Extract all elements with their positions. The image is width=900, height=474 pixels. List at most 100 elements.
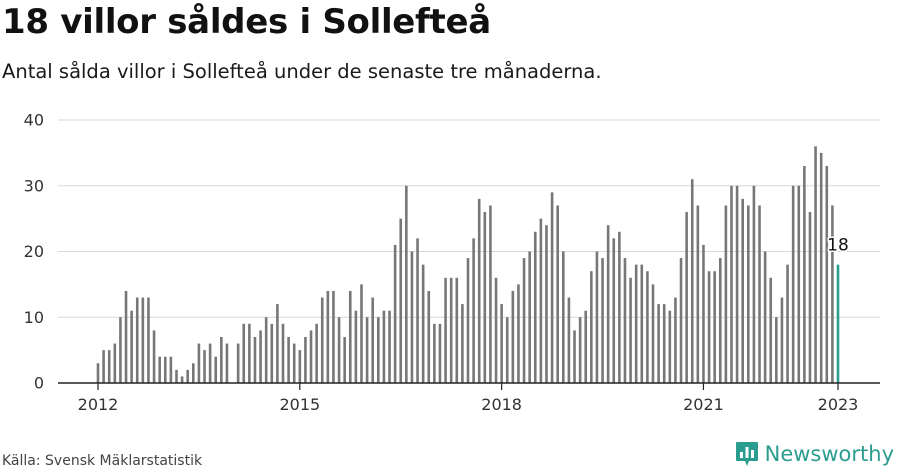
bar <box>298 350 302 383</box>
bar <box>348 290 352 383</box>
bar <box>489 205 492 383</box>
bar <box>819 152 823 383</box>
bar <box>248 323 251 383</box>
bar <box>601 258 604 383</box>
bar <box>281 323 285 383</box>
bar <box>752 185 756 383</box>
bar <box>640 264 644 383</box>
bar <box>332 290 335 383</box>
bar <box>707 271 711 383</box>
bar <box>360 284 363 383</box>
bar <box>713 271 716 383</box>
bar <box>152 330 156 383</box>
bar <box>354 310 358 383</box>
bar <box>685 212 688 383</box>
bar <box>107 350 111 383</box>
bar-chart-badge-icon <box>735 442 758 466</box>
bar <box>735 185 739 383</box>
bar <box>326 290 330 383</box>
bar <box>573 330 576 383</box>
bar <box>634 264 638 383</box>
bar <box>690 179 694 383</box>
bar <box>119 317 122 383</box>
highlight-bar <box>836 264 840 383</box>
bar <box>315 323 318 383</box>
bar <box>405 185 408 383</box>
bar <box>371 297 374 383</box>
y-tick-label: 40 <box>24 111 44 130</box>
bar <box>556 205 559 383</box>
bar <box>225 343 229 383</box>
bar <box>483 212 487 383</box>
bar <box>808 212 812 383</box>
bar <box>657 304 660 383</box>
bar <box>814 146 817 383</box>
bar <box>433 323 436 383</box>
bar <box>124 290 128 383</box>
bar <box>803 166 806 383</box>
bar <box>494 277 498 383</box>
bar <box>287 336 290 383</box>
brand-logo[interactable]: Newsworthy <box>735 441 894 467</box>
bar <box>747 205 750 383</box>
bar <box>679 258 683 383</box>
bar <box>623 258 627 383</box>
bar <box>477 198 481 383</box>
bar <box>192 363 195 383</box>
bar <box>388 310 391 383</box>
x-tick-label: 2023 <box>818 395 859 414</box>
bar <box>595 251 599 383</box>
bar <box>393 244 397 383</box>
bar <box>382 310 386 383</box>
source-note: Källa: Svensk Mäklarstatistik <box>2 453 203 469</box>
bar <box>343 336 346 383</box>
y-tick-label: 30 <box>24 176 44 195</box>
bar <box>135 297 139 383</box>
bar <box>292 343 296 383</box>
highlight-value-label: 18 <box>827 236 849 256</box>
bar <box>562 251 565 383</box>
bar <box>791 185 795 383</box>
bar <box>472 238 475 383</box>
bar <box>309 330 313 383</box>
bar <box>646 271 649 383</box>
bar <box>668 310 672 383</box>
bar <box>567 297 571 383</box>
bar <box>365 317 369 383</box>
x-axis-ticks: 2012 2015 2018 2021 2023 <box>78 383 859 414</box>
bar <box>337 317 341 383</box>
brand-name: Newsworthy <box>764 442 894 466</box>
bar <box>399 218 403 383</box>
bar <box>533 231 537 383</box>
bar <box>461 304 464 383</box>
bar <box>304 336 307 383</box>
bar <box>775 317 778 383</box>
bar <box>550 192 554 383</box>
y-axis-ticks: 0 10 20 30 40 <box>24 111 44 393</box>
bar <box>96 363 100 383</box>
bar <box>320 297 324 383</box>
bar <box>831 205 834 383</box>
bar <box>528 251 531 383</box>
bar <box>730 185 733 383</box>
chart-subtitle: Antal sålda villor i Sollefteå under de … <box>2 60 602 83</box>
bar <box>612 238 616 383</box>
bar <box>410 251 414 383</box>
x-tick-label: 2021 <box>683 395 724 414</box>
x-tick-label: 2018 <box>481 395 522 414</box>
bar <box>505 317 509 383</box>
bar <box>264 317 268 383</box>
bar <box>444 277 447 383</box>
bar <box>416 238 419 383</box>
bar <box>786 264 789 383</box>
bar <box>141 297 145 383</box>
bar <box>113 343 117 383</box>
bar <box>618 231 621 383</box>
y-tick-label: 10 <box>24 308 44 327</box>
bar <box>590 271 593 383</box>
bar <box>220 336 223 383</box>
chart-title: 18 villor såldes i Sollefteå <box>2 2 491 42</box>
bar <box>259 330 262 383</box>
x-tick-label: 2015 <box>279 395 320 414</box>
bar <box>186 369 189 383</box>
